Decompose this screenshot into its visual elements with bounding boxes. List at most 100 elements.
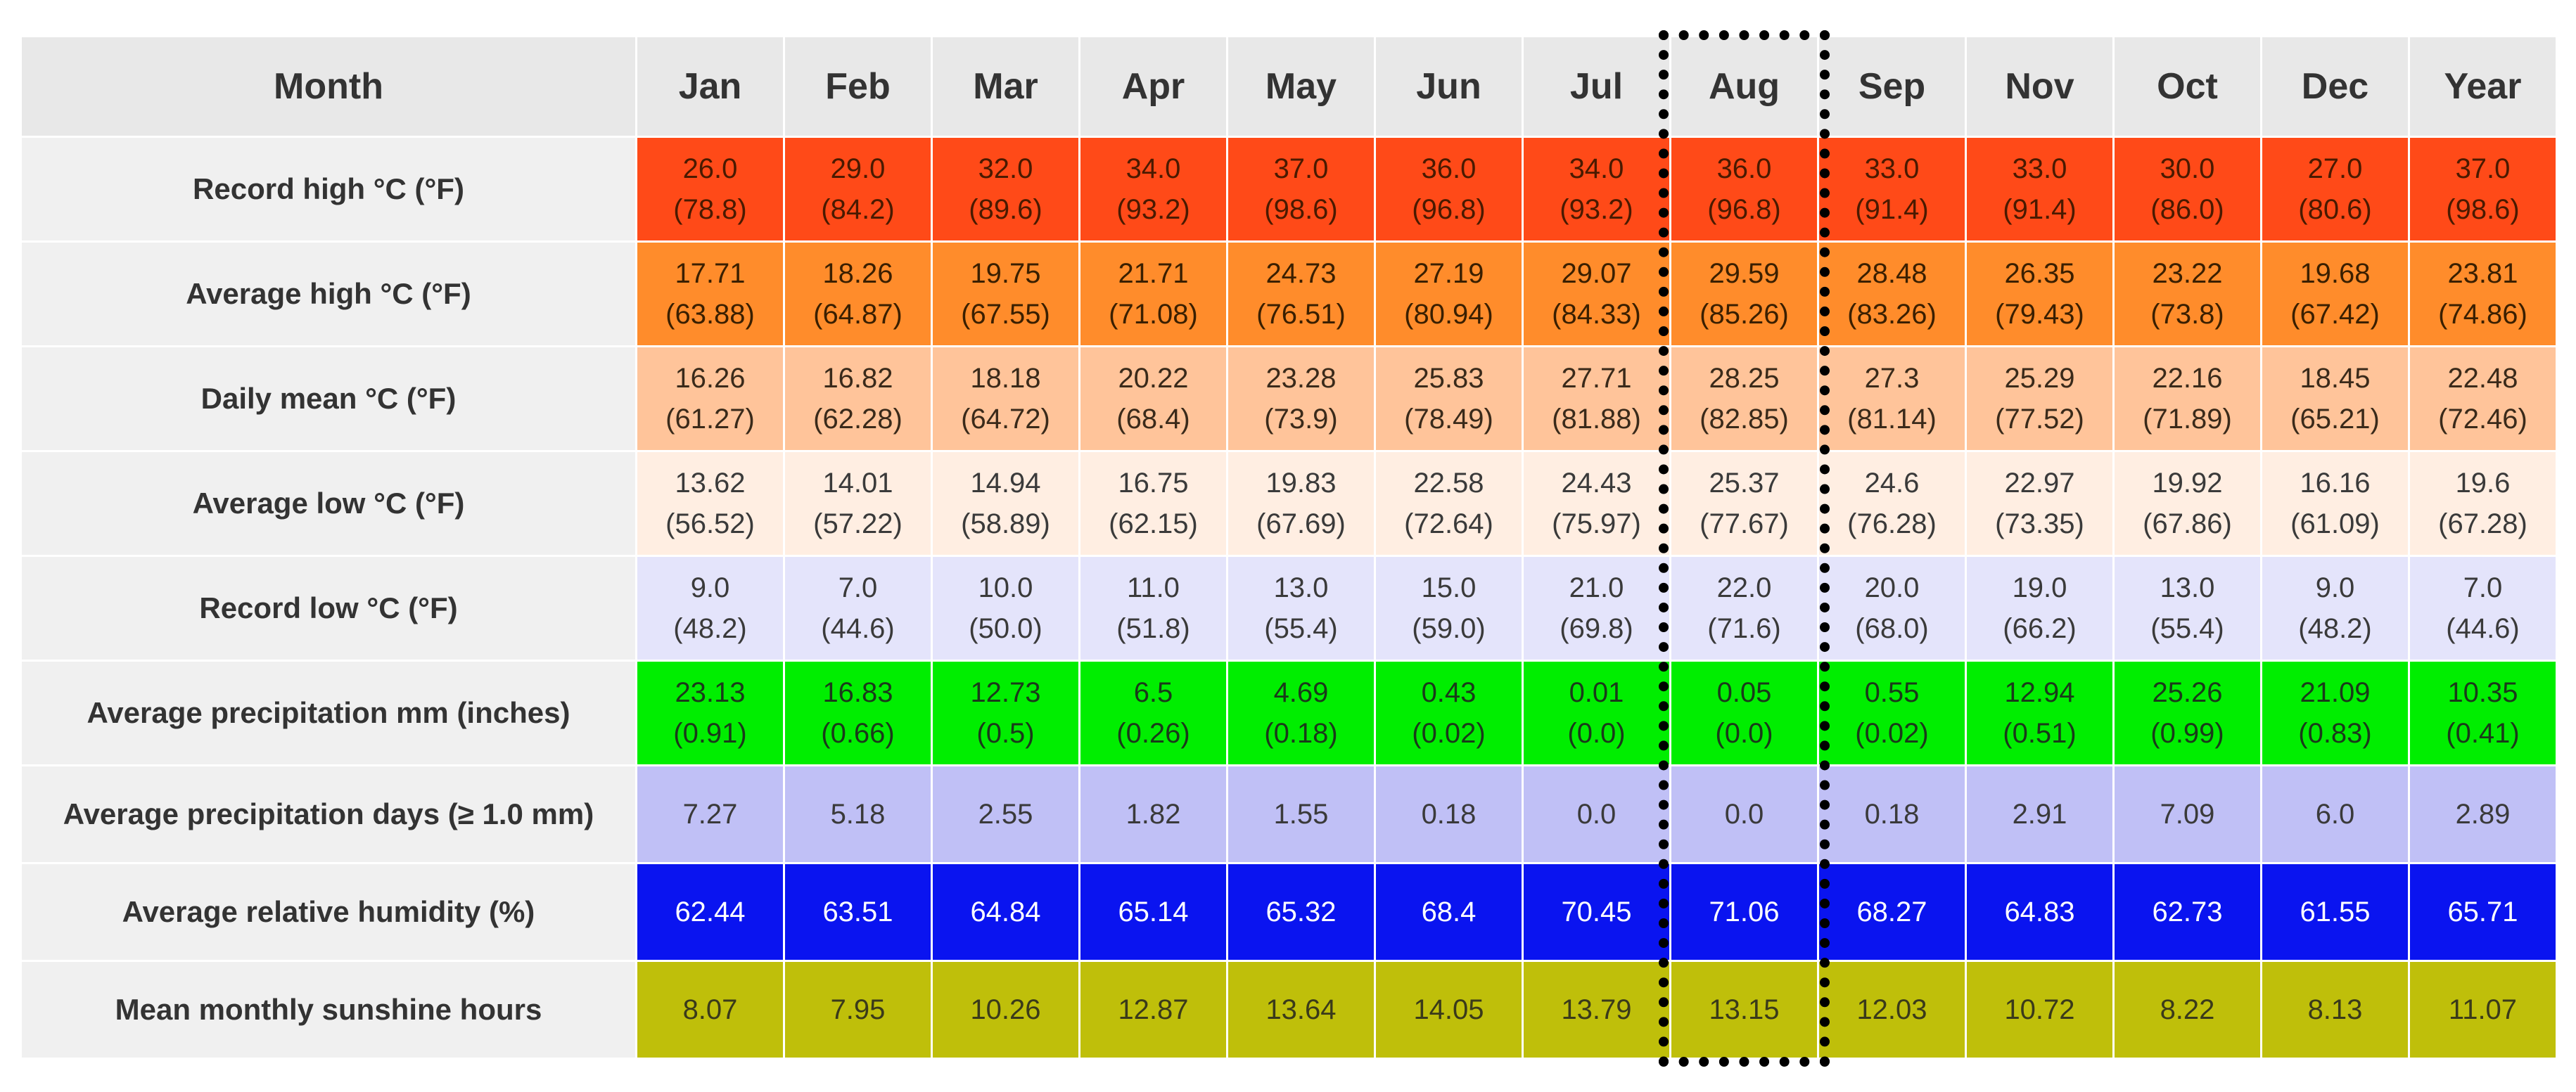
header-month-label: Month — [22, 37, 635, 136]
cell-value-fahrenheit: (48.2) — [2298, 613, 2372, 644]
cell-year: 2.89 — [2410, 766, 2556, 862]
cell-value: 25.37 — [1709, 468, 1780, 499]
header-row: Month Jan Feb Mar Apr May Jun Jul Aug Sep Nov Oct D… — [22, 37, 2556, 136]
cell-nov: 25.29 (77.52) — [1967, 347, 2112, 450]
header-month-oct: Oct — [2115, 37, 2260, 136]
cell-jul: 27.71 (81.88) — [1524, 347, 1669, 450]
cell-value: 21.71 — [1118, 258, 1189, 289]
cell-may: 4.69 (0.18) — [1228, 662, 1374, 764]
cell-value: 4.69 — [1273, 677, 1329, 708]
cell-value-fahrenheit: (84.33) — [1552, 299, 1641, 330]
cell-value-fahrenheit: (71.6) — [1707, 613, 1781, 644]
cell-year: 37.0 (98.6) — [2410, 138, 2556, 240]
cell-jan: 7.27 — [637, 766, 783, 862]
cell-may: 19.83 (67.69) — [1228, 452, 1374, 555]
cell-oct: 13.0 (55.4) — [2115, 557, 2260, 660]
cell-value-fahrenheit: (44.6) — [2446, 613, 2520, 644]
cell-dec: 16.16 (61.09) — [2262, 452, 2408, 555]
cell-apr: 16.75 (62.15) — [1080, 452, 1226, 555]
cell-value: 9.0 — [2315, 572, 2355, 603]
cell-jul: 21.0 (69.8) — [1524, 557, 1669, 660]
cell-value-fahrenheit: (76.28) — [1847, 508, 1937, 539]
table-row: Average low °C (°F) 13.62 (56.52) 14.01 (57.… — [22, 452, 2556, 555]
cell-dec: 6.0 — [2262, 766, 2408, 862]
cell-jul: 34.0 (93.2) — [1524, 138, 1669, 240]
row-label: Average low °C (°F) — [22, 452, 635, 555]
cell-value: 32.0 — [978, 153, 1033, 184]
cell-value-fahrenheit: (72.64) — [1404, 508, 1493, 539]
table-row: Mean monthly sunshine hours 8.07 7.95 10.26… — [22, 962, 2556, 1058]
cell-value-fahrenheit: (0.02) — [1412, 718, 1486, 749]
row-label: Average precipitation mm (inches) — [22, 662, 635, 764]
header-month-dec: Dec — [2262, 37, 2408, 136]
cell-may: 24.73 (76.51) — [1228, 243, 1374, 345]
cell-value: 22.48 — [2447, 363, 2518, 394]
cell-value: 62.73 — [2152, 897, 2223, 927]
cell-value: 12.87 — [1118, 994, 1189, 1025]
cell-value: 8.22 — [2160, 994, 2215, 1025]
cell-apr: 6.5 (0.26) — [1080, 662, 1226, 764]
cell-jul: 70.45 — [1524, 864, 1669, 960]
cell-value: 37.0 — [2455, 153, 2511, 184]
cell-jan: 16.26 (61.27) — [637, 347, 783, 450]
cell-value: 7.95 — [830, 994, 886, 1025]
cell-sep: 20.0 (68.0) — [1819, 557, 1965, 660]
cell-mar: 32.0 (89.6) — [933, 138, 1078, 240]
cell-jan: 62.44 — [637, 864, 783, 960]
cell-dec: 61.55 — [2262, 864, 2408, 960]
table-row: Average precipitation days (≥ 1.0 mm) 7.2… — [22, 766, 2556, 862]
cell-value: 65.71 — [2447, 897, 2518, 927]
cell-apr: 20.22 (68.4) — [1080, 347, 1226, 450]
cell-value-fahrenheit: (0.83) — [2298, 718, 2372, 749]
cell-aug: 22.0 (71.6) — [1671, 557, 1817, 660]
cell-jan: 17.71 (63.88) — [637, 243, 783, 345]
cell-jul: 24.43 (75.97) — [1524, 452, 1669, 555]
cell-value-fahrenheit: (63.88) — [665, 299, 755, 330]
cell-value: 8.13 — [2307, 994, 2363, 1025]
cell-value: 16.82 — [822, 363, 893, 394]
row-label: Record high °C (°F) — [22, 138, 635, 240]
cell-value-fahrenheit: (73.35) — [1995, 508, 2084, 539]
cell-value: 19.92 — [2152, 468, 2223, 499]
cell-jul: 29.07 (84.33) — [1524, 243, 1669, 345]
cell-value: 7.0 — [2463, 572, 2503, 603]
cell-sep: 68.27 — [1819, 864, 1965, 960]
cell-feb: 18.26 (64.87) — [785, 243, 931, 345]
cell-value-fahrenheit: (80.94) — [1404, 299, 1493, 330]
cell-jun: 0.18 — [1376, 766, 1522, 862]
cell-value: 68.27 — [1856, 897, 1927, 927]
row-label: Daily mean °C (°F) — [22, 347, 635, 450]
cell-value: 23.28 — [1265, 363, 1337, 394]
cell-jan: 13.62 (56.52) — [637, 452, 783, 555]
cell-value-fahrenheit: (65.21) — [2290, 404, 2380, 435]
row-label: Average precipitation days (≥ 1.0 mm) — [22, 766, 635, 862]
cell-feb: 7.95 — [785, 962, 931, 1058]
cell-value-fahrenheit: (66.2) — [2003, 613, 2077, 644]
cell-value: 19.0 — [2012, 572, 2067, 603]
cell-year: 10.35 (0.41) — [2410, 662, 2556, 764]
cell-value-fahrenheit: (51.8) — [1116, 613, 1190, 644]
cell-value-fahrenheit: (78.49) — [1404, 404, 1493, 435]
cell-value: 23.22 — [2152, 258, 2223, 289]
cell-value-fahrenheit: (72.46) — [2438, 404, 2527, 435]
cell-value-fahrenheit: (61.09) — [2290, 508, 2380, 539]
cell-value: 22.58 — [1413, 468, 1484, 499]
cell-value-fahrenheit: (85.26) — [1700, 299, 1789, 330]
cell-value-fahrenheit: (75.97) — [1552, 508, 1641, 539]
cell-value-fahrenheit: (81.88) — [1552, 404, 1641, 435]
cell-value-fahrenheit: (71.08) — [1109, 299, 1198, 330]
cell-value-fahrenheit: (67.55) — [961, 299, 1050, 330]
cell-value-fahrenheit: (96.8) — [1707, 194, 1781, 225]
table-row: Record low °C (°F) 9.0 (48.2) 7.0 (44.6) 10.0… — [22, 557, 2556, 660]
cell-value-fahrenheit: (0.66) — [821, 718, 895, 749]
table-row: Record high °C (°F) 26.0 (78.8) 29.0 (84.2) 3… — [22, 138, 2556, 240]
header-month-may: May — [1228, 37, 1374, 136]
cell-value: 19.83 — [1265, 468, 1337, 499]
cell-value-fahrenheit: (64.87) — [813, 299, 903, 330]
cell-value: 24.6 — [1864, 468, 1920, 499]
cell-value: 15.0 — [1421, 572, 1477, 603]
cell-nov: 19.0 (66.2) — [1967, 557, 2112, 660]
cell-value: 34.0 — [1126, 153, 1181, 184]
cell-value: 61.55 — [2300, 897, 2371, 927]
cell-value: 29.07 — [1561, 258, 1632, 289]
